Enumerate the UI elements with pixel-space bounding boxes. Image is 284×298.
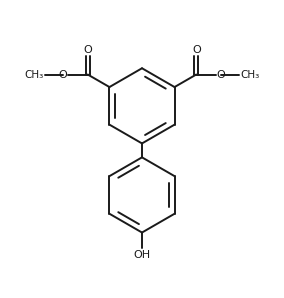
Text: CH₃: CH₃ [25,69,44,80]
Text: O: O [83,45,92,55]
Text: O: O [217,69,225,80]
Text: CH₃: CH₃ [240,69,259,80]
Text: O: O [192,45,201,55]
Text: O: O [59,69,67,80]
Text: OH: OH [133,250,151,260]
